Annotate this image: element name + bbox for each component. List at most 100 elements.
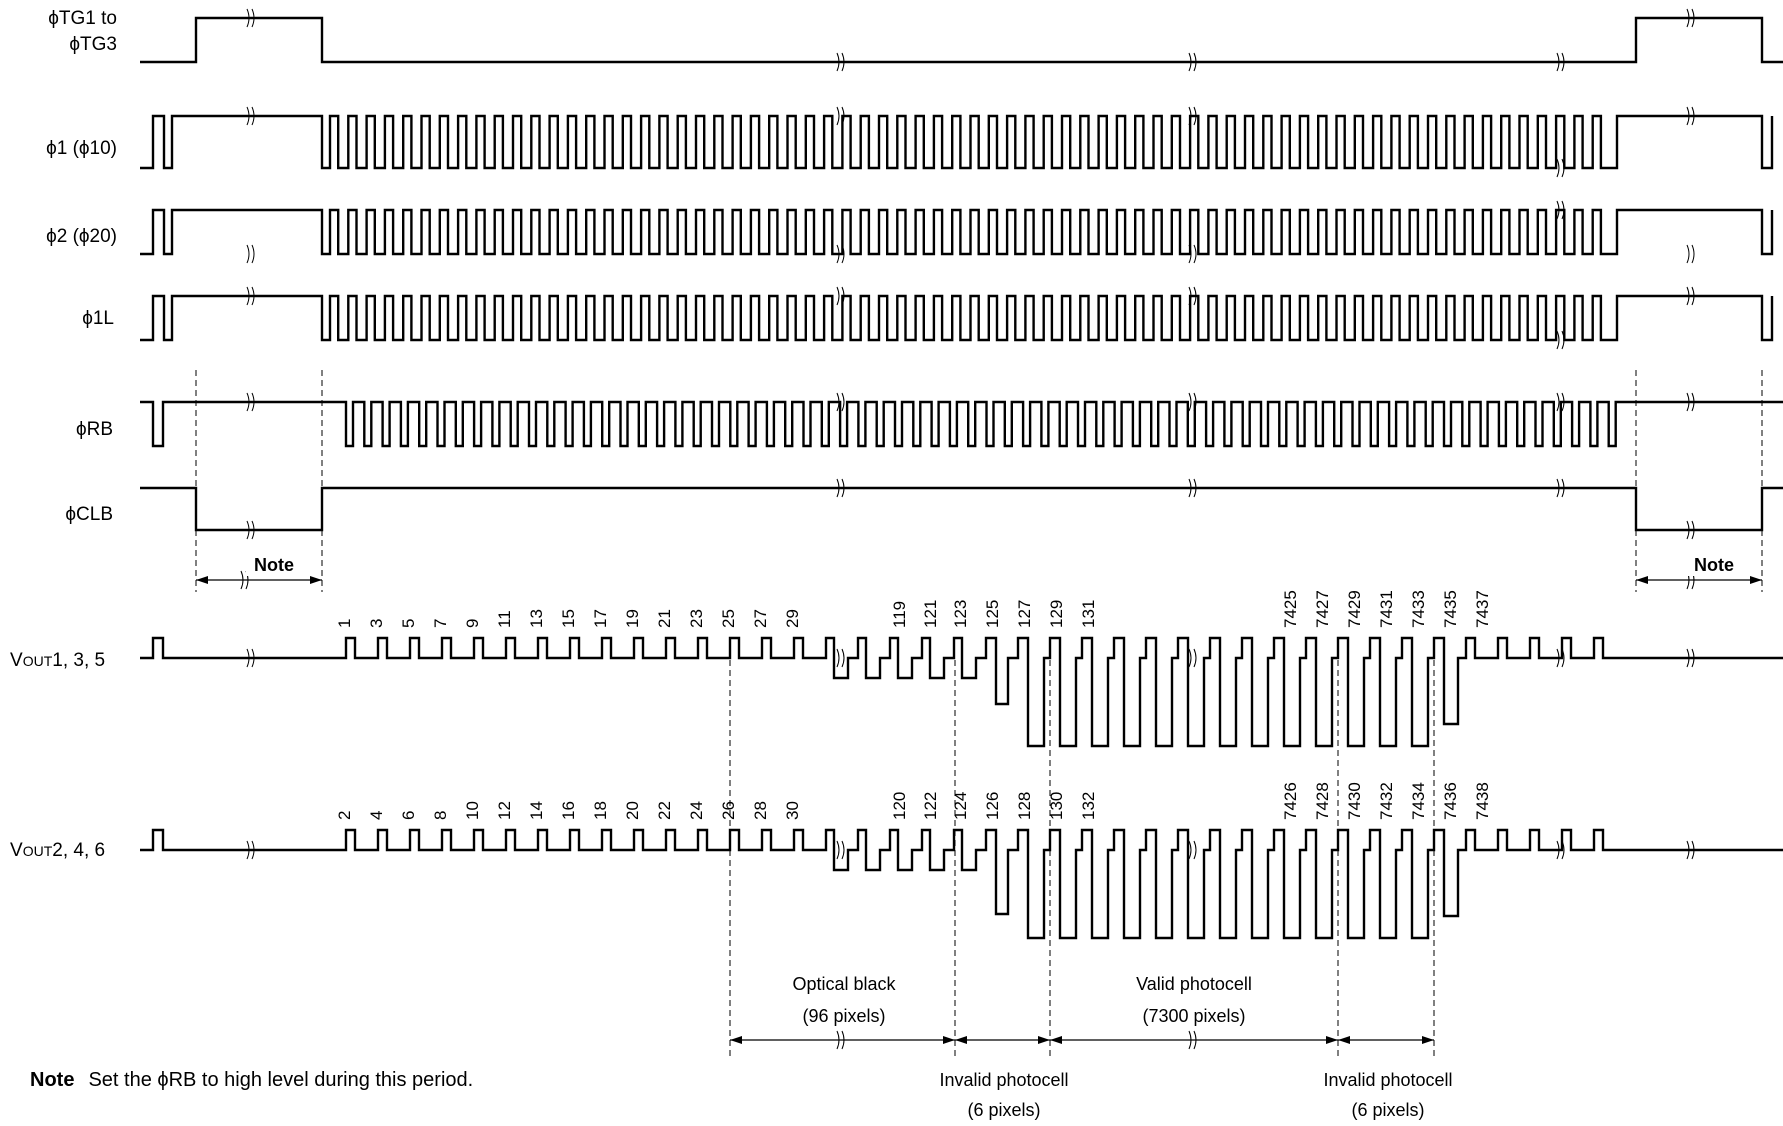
- pixel-number: 6: [399, 811, 418, 820]
- pixel-number: 24: [687, 801, 706, 820]
- optical-black-count: (96 pixels): [802, 1006, 885, 1026]
- break-mark: [1686, 840, 1695, 860]
- pixel-number: 123: [951, 600, 970, 628]
- pixel-number: 129: [1047, 600, 1066, 628]
- break-mark: [1188, 106, 1197, 126]
- footnote-text: Set the ϕRB to high level during this pe…: [88, 1069, 473, 1091]
- break-mark: [246, 106, 255, 126]
- pixel-number: 7429: [1345, 590, 1364, 628]
- note-marker-right: Note: [1636, 552, 1762, 584]
- pixel-number: 7433: [1409, 590, 1428, 628]
- valid-photocell-label: Valid photocell: [1136, 974, 1252, 994]
- tg-label-line1: ϕTG1 to: [48, 8, 117, 29]
- break-mark: [1556, 200, 1565, 220]
- pixel-number: 119: [890, 601, 909, 628]
- invalid-photocell-2-count: (6 pixels): [1351, 1100, 1424, 1120]
- tg-label-line2: ϕTG3: [69, 34, 117, 55]
- break-mark: [1686, 392, 1695, 412]
- note-marker-left-label: Note: [254, 555, 294, 575]
- pixel-number: 7437: [1473, 590, 1492, 628]
- vout-odd-waveform: [140, 636, 1783, 748]
- pixel-number: 121: [921, 600, 940, 628]
- pixel-number: 5: [399, 619, 418, 628]
- pixel-number: 23: [687, 609, 706, 628]
- pixel-number: 126: [983, 792, 1002, 820]
- pixel-number: 7427: [1313, 590, 1332, 628]
- note-marker-left: Note: [196, 552, 322, 584]
- pixel-number: 12: [495, 801, 514, 820]
- break-mark: [246, 840, 255, 860]
- pixel-number: 7432: [1377, 782, 1396, 820]
- pixel-number: 7435: [1441, 590, 1460, 628]
- break-mark: [1686, 520, 1695, 540]
- tg-waveform: [140, 16, 1783, 64]
- pixel-number: 1: [335, 619, 354, 628]
- pixel-number: 7434: [1409, 782, 1428, 820]
- footnote-label: Note: [30, 1069, 74, 1091]
- break-mark: [836, 52, 845, 72]
- pixel-number: 18: [591, 801, 610, 820]
- rb-label: ϕRB: [76, 419, 113, 440]
- arrow-head: [1326, 1036, 1338, 1044]
- pixel-number: 15: [559, 609, 578, 628]
- break-mark: [1556, 648, 1565, 668]
- break-mark: [1188, 478, 1197, 498]
- pixel-number: 127: [1015, 600, 1034, 628]
- break-mark: [836, 478, 845, 498]
- break-mark: [1686, 244, 1695, 264]
- valid-photocell-count: (7300 pixels): [1142, 1006, 1245, 1026]
- phi1l-label: ϕ1L: [82, 308, 114, 329]
- break-mark: [836, 840, 845, 860]
- phi1l-waveform: [140, 294, 1774, 342]
- pixel-number: 20: [623, 801, 642, 820]
- pixel-number: 2: [335, 811, 354, 820]
- pixel-labels-odd: 1 3 5 7 9 11 13 15 17 19 21 23 25 27 29 119 121 123 125 127…: [335, 590, 1492, 628]
- break-mark: [1188, 286, 1197, 306]
- pixel-number: 7430: [1345, 782, 1364, 820]
- break-mark: [1686, 8, 1695, 28]
- break-mark: [836, 286, 845, 306]
- pixel-number: 13: [527, 609, 546, 628]
- break-mark: [1188, 244, 1197, 264]
- pixel-labels-even: 2 4 6 8 10 12 14 16 18 20 22 24 26 28 30 120 122 124 126 12…: [335, 782, 1492, 820]
- arrow-head: [1050, 1036, 1062, 1044]
- pixel-number: 27: [751, 609, 770, 628]
- break-mark: [1686, 286, 1695, 306]
- region-arrows: [730, 1036, 1434, 1044]
- vout-even-label: VOUT2, 4, 6: [10, 840, 105, 861]
- break-mark: [836, 106, 845, 126]
- pixel-number: 17: [591, 609, 610, 628]
- break-mark: [246, 244, 255, 264]
- pixel-number: 7: [431, 619, 450, 628]
- pixel-number: 124: [951, 792, 970, 820]
- optical-black-label: Optical black: [792, 974, 896, 994]
- arrow-head: [1338, 1036, 1350, 1044]
- pixel-number: 7426: [1281, 782, 1300, 820]
- pixel-number: 125: [983, 600, 1002, 628]
- break-mark: [1556, 158, 1565, 178]
- pixel-number: 128: [1015, 792, 1034, 820]
- pixel-number: 29: [783, 609, 802, 628]
- pixel-number: 19: [623, 609, 642, 628]
- break-mark: [1556, 330, 1565, 350]
- invalid-photocell-2-label: Invalid photocell: [1323, 1070, 1452, 1090]
- footnote: Note Set the ϕRB to high level during thi…: [30, 1069, 473, 1091]
- break-mark: [836, 648, 845, 668]
- pixel-number: 7431: [1377, 590, 1396, 628]
- pixel-number: 26: [719, 801, 738, 820]
- pixel-number: 25: [719, 609, 738, 628]
- break-mark: [1686, 106, 1695, 126]
- break-mark: [246, 392, 255, 412]
- phi1-label: ϕ1 (ϕ10): [46, 138, 117, 159]
- phi2-waveform: [140, 208, 1774, 256]
- pixel-number: 11: [495, 610, 514, 628]
- pixel-number: 28: [751, 801, 770, 820]
- break-mark: [1188, 840, 1197, 860]
- vout-odd-label: VOUT1, 3, 5: [10, 650, 105, 671]
- invalid-photocell-1-count: (6 pixels): [967, 1100, 1040, 1120]
- break-mark: [836, 244, 845, 264]
- note-marker-right-label: Note: [1694, 555, 1734, 575]
- break-mark: [1556, 478, 1565, 498]
- break-mark: [1188, 52, 1197, 72]
- phi1-waveform: [140, 114, 1774, 170]
